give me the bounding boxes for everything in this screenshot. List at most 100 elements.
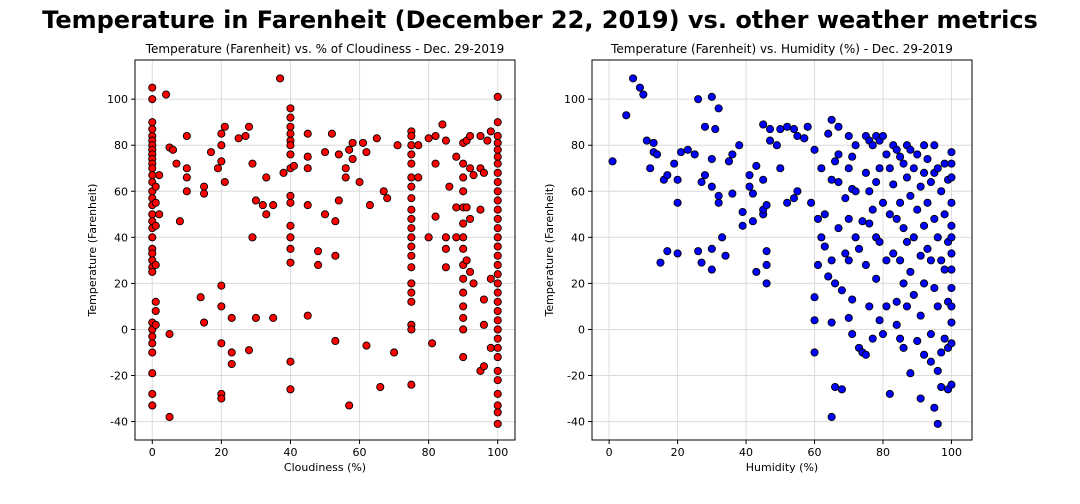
scatter-point [878, 330, 888, 339]
scatter-point [759, 120, 768, 129]
scatter-point [827, 175, 836, 184]
scatter-point [940, 265, 949, 274]
x-tick-label: 80 [422, 446, 436, 459]
scatter-point [817, 164, 826, 173]
scatter-point [861, 260, 870, 270]
scatter-point [148, 125, 157, 134]
scatter-point [707, 154, 716, 164]
y-tick-label: 100 [107, 93, 128, 106]
scatter-point [810, 293, 819, 302]
scatter-point [486, 274, 495, 283]
scatter-point [390, 348, 399, 357]
scatter-point [438, 120, 447, 129]
figure-title: Temperature in Farenheit (December 22, 2… [42, 6, 1038, 34]
scatter-point [868, 334, 877, 343]
scatter-point [913, 150, 922, 159]
scatter-point [940, 159, 949, 168]
scatter-point [376, 382, 385, 392]
scatter-point [926, 357, 935, 366]
scatter-point [858, 217, 867, 226]
scatter-point [452, 233, 461, 242]
scatter-point [899, 224, 908, 233]
scatter-point [303, 129, 312, 138]
scatter-point [947, 318, 956, 327]
scatter-point [303, 164, 312, 173]
scatter-point [258, 201, 267, 210]
scatter-point [635, 83, 644, 92]
scatter-point [909, 164, 918, 173]
scatter-point [148, 332, 157, 341]
scatter-point [407, 159, 416, 168]
scatter-point [824, 129, 833, 138]
scatter-point [452, 203, 461, 212]
scatter-point [923, 244, 932, 253]
scatter-point [889, 180, 898, 189]
scatter-point [217, 339, 226, 348]
scatter-point [776, 125, 785, 134]
scatter-point [441, 233, 450, 242]
scatter-point [314, 247, 323, 256]
scatter-point [875, 164, 884, 173]
scatter-point [407, 182, 416, 191]
scatter-point [789, 125, 799, 134]
scatter-point [148, 164, 157, 173]
y-tick-label: 100 [564, 93, 585, 106]
scatter-point [493, 297, 502, 306]
scatter-point [882, 302, 891, 311]
scatter-point [220, 122, 229, 131]
scatter-point [920, 279, 929, 288]
scatter-point [940, 210, 949, 219]
y-tick-label: 80 [114, 139, 128, 152]
scatter-point [441, 244, 450, 253]
scatter-point [639, 90, 648, 99]
scatter-point [175, 217, 184, 226]
scatter-point [735, 141, 744, 150]
scatter-point [220, 178, 229, 187]
scatter-point [926, 178, 935, 187]
scatter-point [493, 118, 502, 127]
scatter-point [810, 316, 819, 325]
scatter-point [493, 168, 502, 177]
scatter-point [690, 150, 699, 159]
scatter-point [783, 198, 792, 207]
scatter-point [663, 171, 672, 180]
scatter-point [428, 339, 437, 348]
scatter-point [926, 256, 935, 265]
scatter-point [331, 217, 340, 226]
scatter-point [155, 171, 164, 180]
scatter-point [486, 127, 495, 136]
scatter-point [916, 394, 925, 403]
scatter-point [493, 224, 502, 233]
y-tick-label: 0 [578, 323, 585, 336]
scatter-point [728, 189, 737, 198]
scatter-point [837, 385, 846, 394]
scatter-point [407, 205, 416, 214]
scatter-point [355, 178, 364, 187]
scatter-point [407, 131, 416, 141]
scatter-point [148, 118, 157, 127]
scatter-point [459, 302, 468, 311]
scatter-point [851, 187, 860, 196]
scatter-point [906, 145, 915, 154]
scatter-point [493, 316, 502, 325]
scatter-point [165, 330, 174, 339]
scatter-point [937, 187, 946, 196]
y-tick-label: 20 [114, 277, 128, 290]
scatter-point [670, 159, 679, 168]
scatter-point [920, 168, 929, 177]
scatter-point [762, 279, 771, 288]
scatter-point [813, 214, 822, 223]
scatter-point [345, 145, 354, 154]
scatter-point [206, 148, 216, 157]
scatter-point [217, 129, 226, 138]
scatter-point [227, 348, 236, 357]
scatter-point [286, 141, 295, 150]
scatter-point [707, 244, 716, 253]
scatter-point [493, 389, 502, 398]
scatter-point [872, 274, 881, 283]
scatter-point [493, 288, 502, 297]
scatter-point [196, 293, 205, 302]
scatter-point [673, 175, 682, 184]
scatter-point [493, 159, 502, 168]
